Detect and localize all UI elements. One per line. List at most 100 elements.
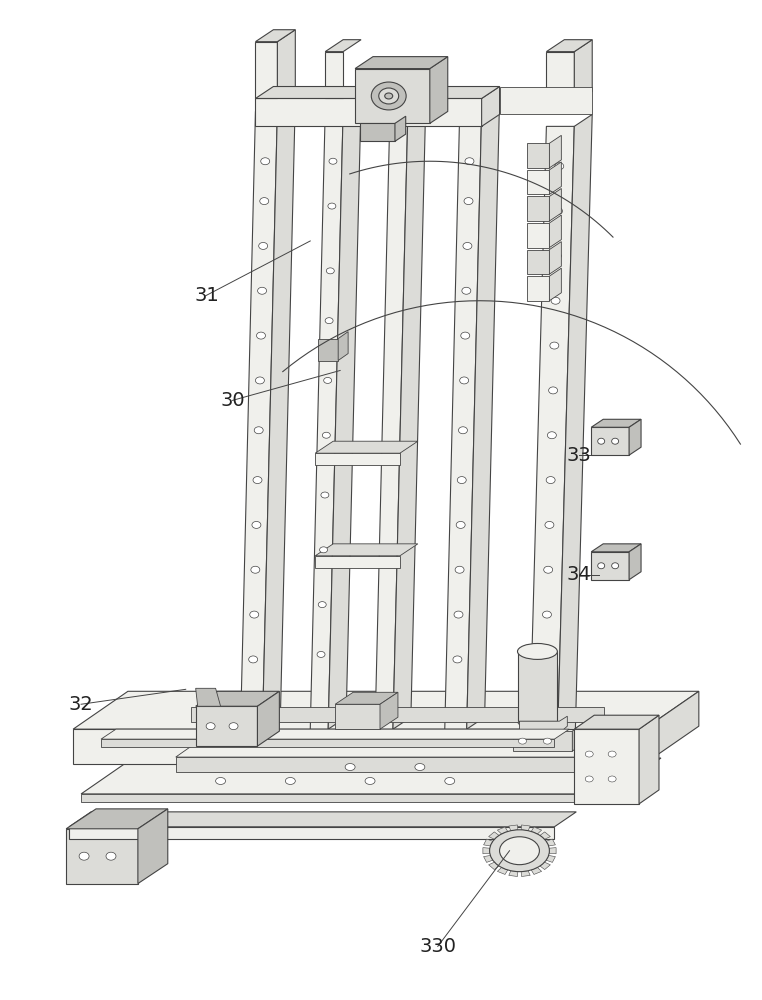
Polygon shape [488, 862, 499, 870]
Polygon shape [335, 692, 398, 704]
Ellipse shape [329, 158, 337, 164]
Polygon shape [575, 729, 639, 804]
Polygon shape [549, 268, 562, 301]
Polygon shape [101, 729, 569, 739]
Polygon shape [509, 871, 518, 876]
Polygon shape [549, 188, 562, 221]
Polygon shape [73, 729, 644, 764]
Ellipse shape [544, 566, 552, 573]
Polygon shape [375, 111, 408, 729]
Polygon shape [360, 123, 395, 141]
Polygon shape [557, 114, 592, 744]
Polygon shape [325, 40, 361, 52]
Polygon shape [521, 825, 530, 831]
Polygon shape [393, 99, 426, 729]
Polygon shape [639, 715, 659, 804]
Polygon shape [196, 688, 220, 706]
Ellipse shape [465, 158, 474, 165]
Ellipse shape [456, 521, 465, 528]
Text: 30: 30 [221, 391, 245, 410]
Ellipse shape [543, 738, 552, 744]
Polygon shape [255, 42, 277, 98]
Polygon shape [255, 98, 482, 126]
Ellipse shape [248, 656, 258, 663]
Ellipse shape [261, 158, 270, 165]
Polygon shape [549, 848, 556, 854]
Ellipse shape [252, 521, 261, 528]
Polygon shape [430, 57, 448, 123]
Polygon shape [484, 839, 493, 846]
Ellipse shape [608, 751, 616, 757]
Polygon shape [527, 170, 549, 194]
Polygon shape [591, 419, 641, 427]
Polygon shape [319, 339, 338, 361]
Polygon shape [73, 691, 699, 729]
Polygon shape [488, 832, 499, 839]
Ellipse shape [555, 163, 564, 170]
Ellipse shape [547, 432, 556, 439]
Polygon shape [81, 794, 609, 802]
Ellipse shape [79, 852, 89, 860]
Polygon shape [520, 716, 568, 733]
Ellipse shape [319, 547, 328, 553]
Ellipse shape [545, 521, 554, 528]
Polygon shape [338, 332, 348, 361]
Polygon shape [66, 809, 168, 829]
Ellipse shape [250, 611, 259, 618]
Polygon shape [355, 57, 448, 69]
Polygon shape [521, 871, 530, 876]
Polygon shape [517, 651, 557, 721]
Polygon shape [196, 706, 258, 746]
Text: 330: 330 [419, 937, 456, 956]
Polygon shape [513, 731, 572, 751]
Ellipse shape [415, 764, 425, 771]
Text: 34: 34 [566, 565, 591, 584]
Ellipse shape [258, 287, 267, 294]
Polygon shape [531, 827, 542, 834]
Polygon shape [540, 832, 550, 839]
Ellipse shape [385, 93, 392, 99]
Ellipse shape [585, 751, 594, 757]
Polygon shape [591, 427, 629, 455]
Polygon shape [591, 552, 629, 580]
Polygon shape [315, 556, 400, 568]
Polygon shape [277, 30, 296, 98]
Ellipse shape [463, 242, 472, 249]
Polygon shape [572, 723, 584, 751]
Ellipse shape [371, 82, 406, 110]
Polygon shape [644, 691, 699, 764]
Polygon shape [549, 215, 562, 248]
Polygon shape [527, 250, 549, 274]
Ellipse shape [251, 566, 260, 573]
Ellipse shape [324, 377, 331, 383]
Ellipse shape [597, 563, 605, 569]
Polygon shape [549, 162, 562, 194]
Ellipse shape [459, 377, 469, 384]
Ellipse shape [585, 776, 594, 782]
Polygon shape [176, 757, 589, 772]
Polygon shape [629, 419, 641, 455]
Ellipse shape [517, 713, 557, 729]
Text: 33: 33 [566, 446, 591, 465]
Ellipse shape [461, 332, 469, 339]
Polygon shape [315, 453, 400, 465]
Polygon shape [575, 715, 659, 729]
Polygon shape [498, 827, 507, 834]
Polygon shape [482, 87, 500, 126]
Ellipse shape [549, 387, 558, 394]
Polygon shape [546, 52, 575, 103]
Ellipse shape [457, 477, 466, 484]
Polygon shape [196, 691, 280, 706]
Polygon shape [498, 867, 507, 874]
Ellipse shape [258, 242, 267, 249]
Ellipse shape [255, 427, 263, 434]
Polygon shape [255, 30, 296, 42]
Ellipse shape [518, 738, 527, 744]
Polygon shape [466, 99, 500, 729]
Polygon shape [255, 87, 500, 98]
Ellipse shape [454, 611, 463, 618]
Polygon shape [262, 99, 296, 729]
Polygon shape [328, 99, 361, 729]
Ellipse shape [253, 477, 262, 484]
Ellipse shape [462, 287, 471, 294]
